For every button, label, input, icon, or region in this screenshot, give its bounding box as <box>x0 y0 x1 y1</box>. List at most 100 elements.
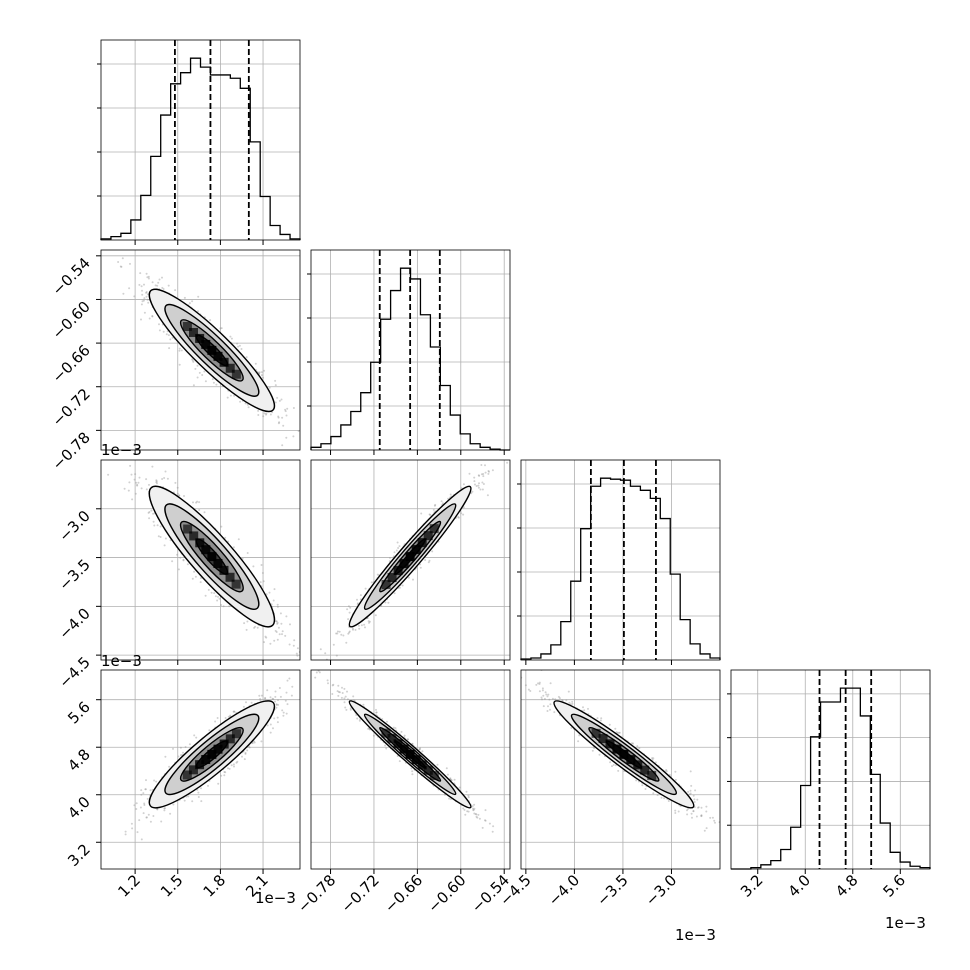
sample-point <box>153 779 156 782</box>
panel-frame <box>100 249 301 451</box>
sample-point <box>345 641 348 644</box>
sample-point <box>400 730 403 733</box>
sample-point <box>263 369 266 372</box>
sample-point <box>332 683 335 686</box>
sample-point <box>364 587 367 590</box>
sample-point <box>275 703 278 706</box>
sample-point <box>140 793 143 796</box>
sample-point <box>195 736 198 739</box>
sample-point <box>396 541 399 544</box>
sample-point <box>539 417 541 419</box>
sample-point <box>227 767 229 770</box>
sample-point <box>251 742 254 745</box>
sample-point <box>347 618 350 621</box>
sample-point <box>139 272 142 275</box>
sample-point <box>272 727 274 730</box>
sample-point <box>412 578 414 581</box>
sample-point <box>276 605 279 608</box>
sample-point <box>411 773 414 776</box>
sample-point <box>296 647 299 650</box>
sample-point <box>167 284 170 287</box>
sample-point <box>281 416 284 419</box>
sample-point <box>348 630 351 633</box>
density-cell <box>188 765 198 775</box>
sample-point <box>284 410 287 413</box>
sample-point <box>450 779 453 782</box>
sample-point <box>131 827 134 830</box>
sample-point <box>213 592 216 595</box>
sample-point <box>246 620 249 623</box>
sample-point <box>174 289 177 292</box>
sample-point <box>133 804 136 807</box>
sample-point <box>327 682 329 685</box>
sample-point <box>152 512 155 515</box>
sample-point <box>368 621 370 624</box>
sample-point <box>349 606 352 609</box>
sample-point <box>176 492 179 495</box>
sample-point <box>276 721 279 724</box>
sample-point <box>420 512 423 515</box>
sample-point <box>246 403 249 406</box>
sample-point <box>228 767 231 770</box>
sample-point <box>242 705 245 708</box>
sample-point <box>348 631 351 634</box>
contour-line <box>179 319 244 382</box>
sample-point <box>141 293 144 296</box>
sample-point <box>487 470 490 472</box>
sample-point <box>460 512 463 515</box>
sample-point <box>274 700 276 703</box>
sample-point <box>253 626 256 629</box>
density-cell <box>201 545 211 555</box>
sample-point <box>142 812 145 815</box>
sample-point <box>465 790 468 793</box>
sample-point <box>196 364 199 367</box>
sample-point <box>289 623 291 626</box>
sample-point <box>262 376 264 379</box>
density-cell <box>182 770 192 780</box>
sample-point <box>274 629 277 632</box>
sample-point <box>281 709 284 712</box>
sample-point <box>387 601 390 604</box>
sample-point <box>288 643 291 646</box>
sample-point <box>487 472 490 475</box>
sample-point <box>143 311 146 314</box>
sample-point <box>441 502 444 505</box>
sample-point <box>178 494 181 497</box>
sample-point <box>285 712 288 715</box>
sample-point <box>233 710 235 713</box>
sample-point <box>346 690 348 693</box>
sample-point <box>240 348 243 350</box>
sample-point <box>243 622 246 625</box>
sample-point <box>144 788 147 791</box>
sample-point <box>171 336 174 339</box>
panel-frame <box>730 669 931 870</box>
sample-point <box>93 243 95 245</box>
sample-point <box>360 624 363 627</box>
sample-point <box>332 643 335 646</box>
sample-point <box>197 796 200 798</box>
sample-point <box>336 630 339 633</box>
sample-point <box>117 261 120 263</box>
sample-point <box>285 436 288 439</box>
sample-point <box>482 483 485 485</box>
sample-point <box>245 701 247 704</box>
sample-point <box>319 648 322 651</box>
density-cell <box>225 734 235 744</box>
sample-point <box>145 816 148 819</box>
sample-point <box>130 473 133 476</box>
sample-point <box>250 701 253 704</box>
density-cell <box>411 545 421 555</box>
sample-point <box>274 695 277 698</box>
sample-point <box>138 476 141 479</box>
sample-point <box>462 506 465 509</box>
sample-point <box>200 800 203 803</box>
sample-point <box>252 565 255 568</box>
sample-point <box>141 300 144 303</box>
sample-point <box>124 833 127 836</box>
sample-point <box>282 666 284 668</box>
sample-point <box>151 281 154 284</box>
sample-point <box>318 671 321 674</box>
contour-line <box>148 700 276 809</box>
sample-point <box>244 752 247 755</box>
sample-point <box>286 679 289 682</box>
